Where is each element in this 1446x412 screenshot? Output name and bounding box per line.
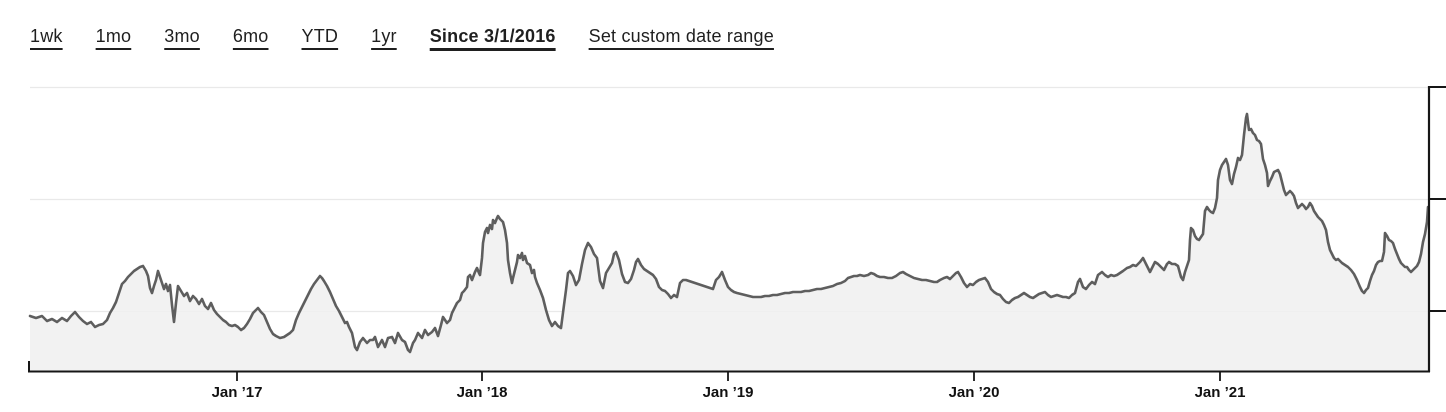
range-since-start-date[interactable]: Since 3/1/2016: [429, 26, 556, 46]
range-3mo[interactable]: 3mo: [164, 26, 200, 46]
x-axis-tick-label: Jan ’21: [1195, 384, 1246, 401]
set-custom-date-range-link[interactable]: Set custom date range: [588, 26, 774, 46]
x-axis-tick-label: Jan ’18: [457, 384, 508, 401]
range-6mo[interactable]: 6mo: [232, 26, 269, 46]
range-ytd[interactable]: YTD: [301, 26, 339, 46]
x-axis-tick-label: Jan ’19: [703, 384, 754, 401]
x-axis-tick-label: Jan ’20: [949, 384, 1000, 401]
range-1yr[interactable]: 1yr: [371, 26, 397, 46]
series-line: [28, 112, 1430, 354]
series-area-fill: [30, 114, 1428, 371]
x-axis-tick-label: Jan ’17: [212, 384, 263, 401]
date-range-nav: 1wk 1mo 3mo 6mo YTD 1yr Since 3/1/2016 S…: [30, 26, 774, 46]
range-1mo[interactable]: 1mo: [95, 26, 132, 46]
range-1wk[interactable]: 1wk: [30, 26, 63, 46]
